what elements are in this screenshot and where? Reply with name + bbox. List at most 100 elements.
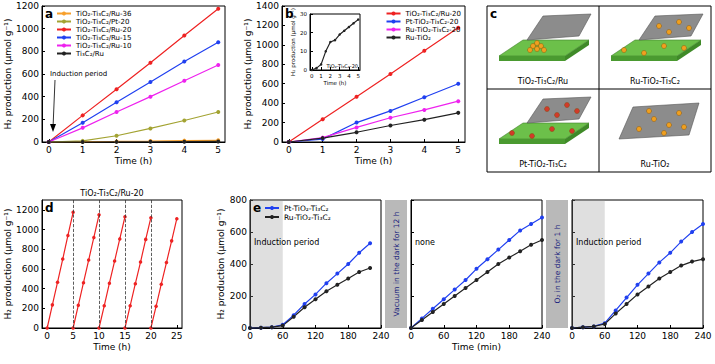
svg-text:400: 400 (262, 98, 279, 108)
svg-text:Time (min): Time (min) (451, 342, 501, 352)
svg-text:600: 600 (230, 227, 247, 237)
svg-text:800: 800 (22, 244, 39, 254)
svg-text:200: 200 (230, 291, 247, 301)
svg-text:400: 400 (230, 259, 247, 269)
svg-text:15: 15 (119, 331, 130, 341)
svg-text:a: a (45, 7, 53, 21)
svg-text:TiO₂-Ti₃C₂/Ru-10: TiO₂-Ti₃C₂/Ru-10 (75, 42, 132, 50)
svg-text:TiO₂-Ti₃C₂/Ru-20: TiO₂-Ti₃C₂/Ru-20 (75, 26, 132, 34)
svg-text:240: 240 (533, 331, 550, 341)
svg-text:H₂ production (μmol g⁻¹): H₂ production (μmol g⁻¹) (3, 19, 13, 130)
svg-text:400: 400 (22, 284, 39, 294)
svg-text:TiO₂-Ti₃C₂-20: TiO₂-Ti₃C₂-20 (325, 63, 358, 69)
svg-text:20: 20 (300, 30, 307, 36)
svg-text:0: 0 (569, 331, 575, 341)
svg-text:20: 20 (145, 331, 157, 341)
svg-text:1000: 1000 (16, 225, 39, 235)
svg-text:5: 5 (70, 331, 76, 341)
svg-text:0: 0 (247, 331, 253, 341)
svg-text:H₂ production (μmol g⁻¹): H₂ production (μmol g⁻¹) (216, 209, 226, 320)
svg-text:120: 120 (307, 331, 324, 341)
svg-text:Ru-TiO₂: Ru-TiO₂ (406, 34, 431, 42)
svg-text:200: 200 (262, 118, 279, 128)
svg-text:Ti₃C₂/Ru: Ti₃C₂/Ru (75, 50, 104, 58)
svg-text:1200: 1200 (16, 205, 39, 215)
svg-text:Ru-TiO₂: Ru-TiO₂ (641, 160, 670, 169)
svg-text:0: 0 (408, 331, 414, 341)
svg-text:180: 180 (662, 331, 679, 341)
svg-text:180: 180 (340, 331, 357, 341)
svg-text:d: d (45, 201, 54, 215)
svg-text:Time (h): Time (h) (354, 156, 393, 166)
svg-text:10: 10 (93, 331, 105, 341)
svg-text:3: 3 (338, 73, 342, 79)
svg-text:Vacuum in the dark for 12 h: Vacuum in the dark for 12 h (392, 211, 401, 316)
svg-text:25: 25 (171, 331, 182, 341)
svg-text:H₂ production (μmol g⁻¹): H₂ production (μmol g⁻¹) (3, 209, 13, 320)
svg-text:TiO₂-Ti₃C₂/Ru-36: TiO₂-Ti₃C₂/Ru-36 (75, 10, 132, 18)
svg-text:600: 600 (262, 79, 279, 89)
svg-text:800: 800 (230, 195, 247, 205)
svg-text:Ru-TiO₂-Ti₃C₂: Ru-TiO₂-Ti₃C₂ (284, 213, 331, 222)
svg-text:3: 3 (388, 145, 394, 155)
svg-text:2: 2 (114, 145, 120, 155)
svg-text:1400: 1400 (256, 1, 279, 11)
svg-text:4: 4 (421, 145, 427, 155)
svg-text:none: none (415, 238, 435, 247)
svg-text:1: 1 (319, 73, 323, 79)
svg-text:600: 600 (22, 69, 39, 79)
svg-text:240: 240 (694, 331, 711, 341)
svg-text:600: 600 (22, 264, 39, 274)
svg-text:Time (h): Time (h) (114, 156, 153, 166)
svg-text:H₂ production (μmol g⁻¹): H₂ production (μmol g⁻¹) (243, 19, 253, 130)
svg-text:c: c (490, 7, 497, 21)
svg-text:0: 0 (286, 145, 292, 155)
svg-text:TiO₂-Ti₃C₂/Ru-20: TiO₂-Ti₃C₂/Ru-20 (405, 10, 462, 18)
svg-text:5: 5 (356, 73, 360, 79)
svg-text:0: 0 (304, 67, 308, 73)
svg-text:2: 2 (354, 145, 360, 155)
svg-text:Induction period: Induction period (576, 238, 641, 247)
svg-text:200: 200 (22, 303, 39, 313)
svg-text:0: 0 (33, 137, 39, 147)
svg-text:1200: 1200 (16, 1, 39, 11)
svg-text:0: 0 (44, 331, 50, 341)
svg-text:2: 2 (329, 73, 333, 79)
svg-text:0: 0 (46, 145, 52, 155)
svg-text:4: 4 (347, 73, 351, 79)
svg-text:120: 120 (629, 331, 646, 341)
svg-text:400: 400 (22, 92, 39, 102)
svg-text:0: 0 (33, 323, 39, 333)
svg-text:60: 60 (277, 331, 289, 341)
svg-text:TiO₂-Ti₃C₂/Ru-20: TiO₂-Ti₃C₂/Ru-20 (79, 189, 143, 198)
svg-text:5: 5 (215, 145, 221, 155)
svg-text:Time (h): Time (h) (323, 80, 347, 86)
svg-text:800: 800 (22, 46, 39, 56)
svg-text:Induction period: Induction period (254, 238, 319, 247)
svg-text:60: 60 (438, 331, 450, 341)
svg-text:1: 1 (320, 145, 326, 155)
svg-text:120: 120 (468, 331, 485, 341)
svg-text:0: 0 (273, 137, 279, 147)
svg-text:Pt-TiO₂-Ti₃C₂-20: Pt-TiO₂-Ti₃C₂-20 (406, 18, 459, 26)
svg-text:1000: 1000 (256, 40, 279, 50)
svg-text:200: 200 (22, 114, 39, 124)
svg-text:0: 0 (310, 73, 314, 79)
svg-text:60: 60 (599, 331, 611, 341)
svg-text:240: 240 (372, 331, 389, 341)
svg-text:TiO₂-Ti₃C₂/Pt-20: TiO₂-Ti₃C₂/Pt-20 (75, 18, 129, 26)
svg-text:1200: 1200 (256, 20, 279, 30)
svg-text:TiO₂-Ti₃C₂/Ru-15: TiO₂-Ti₃C₂/Ru-15 (75, 34, 132, 42)
svg-text:10: 10 (300, 48, 307, 54)
svg-text:1000: 1000 (16, 24, 39, 34)
svg-text:b: b (285, 7, 294, 21)
svg-text:Ru-TiO₂-Ti₃C₂: Ru-TiO₂-Ti₃C₂ (630, 77, 680, 86)
svg-text:TiO₂-Ti₃C₂/Ru: TiO₂-Ti₃C₂/Ru (517, 77, 568, 86)
svg-text:e: e (253, 201, 261, 215)
svg-text:Induction period: Induction period (50, 70, 107, 78)
svg-text:180: 180 (501, 331, 518, 341)
svg-text:3: 3 (148, 145, 154, 155)
svg-text:Ru-TiO₂-Ti₃C₂-20: Ru-TiO₂-Ti₃C₂-20 (406, 26, 461, 34)
svg-text:O₂ in the dark for 1 h: O₂ in the dark for 1 h (553, 224, 562, 303)
svg-text:Pt-TiO₂-Ti₃C₂: Pt-TiO₂-Ti₃C₂ (519, 160, 567, 169)
